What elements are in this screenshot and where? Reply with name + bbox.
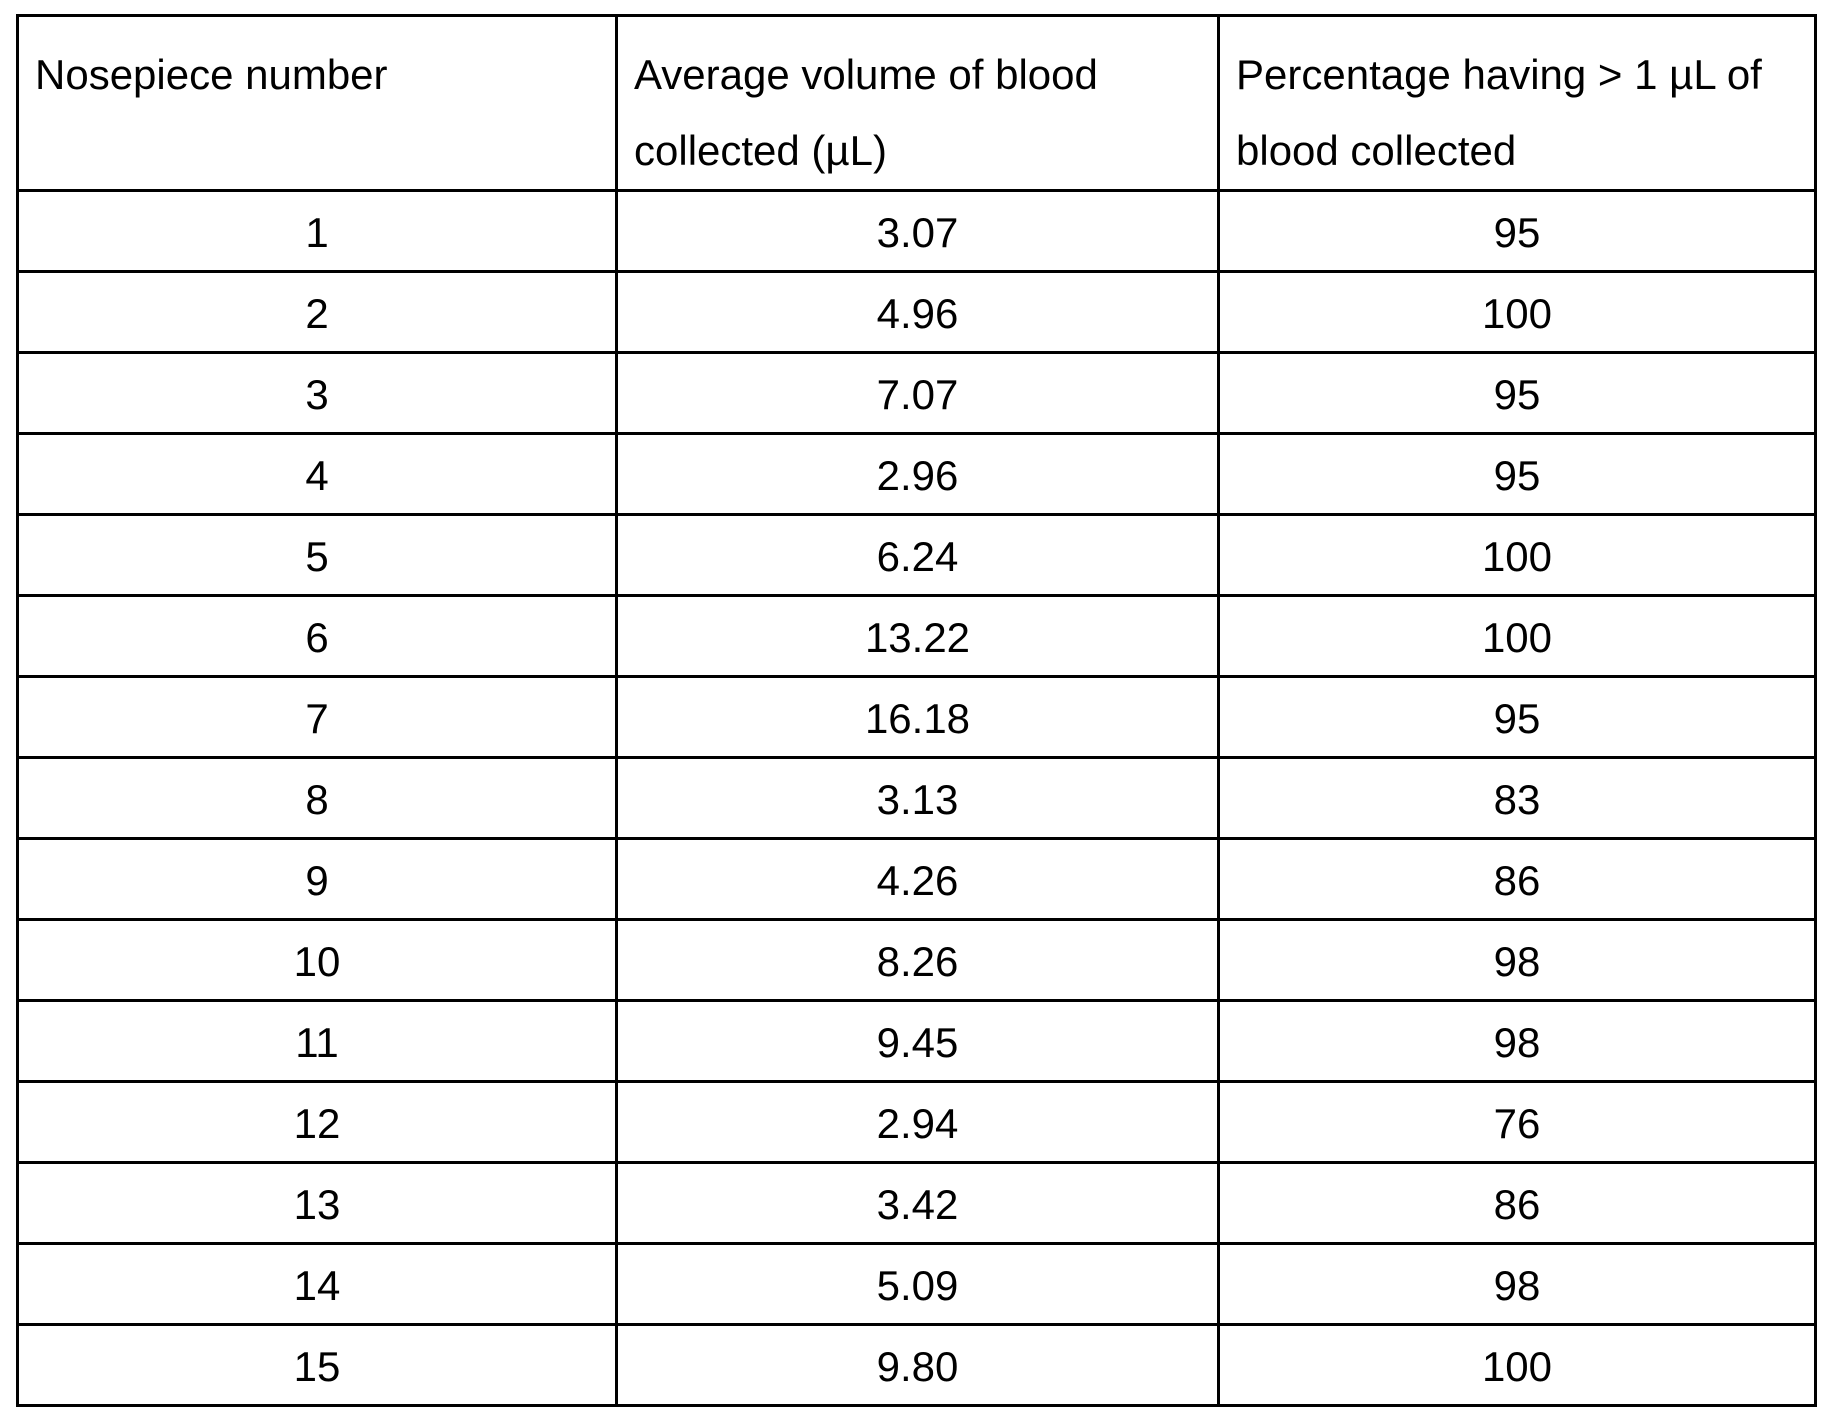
table-row: 108.2698	[18, 920, 1816, 1001]
table-cell: 10	[18, 920, 617, 1001]
table-cell: 12	[18, 1082, 617, 1163]
header-row: Nosepiece numberAverage volume of blood …	[18, 16, 1816, 191]
table-cell: 7	[18, 677, 617, 758]
table-cell: 8	[18, 758, 617, 839]
table-cell: 100	[1219, 272, 1816, 353]
table-body: 13.079524.9610037.079542.969556.24100613…	[18, 191, 1816, 1406]
table-cell: 83	[1219, 758, 1816, 839]
table-cell: 98	[1219, 920, 1816, 1001]
table-cell: 100	[1219, 515, 1816, 596]
table-row: 716.1895	[18, 677, 1816, 758]
table-cell: 6.24	[617, 515, 1219, 596]
table-cell: 13	[18, 1163, 617, 1244]
table-cell: 2.94	[617, 1082, 1219, 1163]
table-cell: 9.80	[617, 1325, 1219, 1406]
table-cell: 7.07	[617, 353, 1219, 434]
table-cell: 3.42	[617, 1163, 1219, 1244]
table-cell: 4	[18, 434, 617, 515]
table-cell: 3	[18, 353, 617, 434]
table-cell: 95	[1219, 191, 1816, 272]
table-row: 122.9476	[18, 1082, 1816, 1163]
table-row: 119.4598	[18, 1001, 1816, 1082]
table-cell: 3.07	[617, 191, 1219, 272]
table-cell: 13.22	[617, 596, 1219, 677]
table-cell: 5.09	[617, 1244, 1219, 1325]
table-cell: 16.18	[617, 677, 1219, 758]
table-cell: 86	[1219, 1163, 1816, 1244]
table-cell: 11	[18, 1001, 617, 1082]
table-cell: 3.13	[617, 758, 1219, 839]
header-cell: Percentage having > 1 µL of blood collec…	[1219, 16, 1816, 191]
table-row: 24.96100	[18, 272, 1816, 353]
data-table: Nosepiece numberAverage volume of blood …	[16, 14, 1817, 1407]
table-row: 159.80100	[18, 1325, 1816, 1406]
table-row: 37.0795	[18, 353, 1816, 434]
header-cell: Average volume of blood collected (µL)	[617, 16, 1219, 191]
table-cell: 100	[1219, 596, 1816, 677]
table-row: 13.0795	[18, 191, 1816, 272]
table-cell: 8.26	[617, 920, 1219, 1001]
table-row: 145.0998	[18, 1244, 1816, 1325]
table-row: 42.9695	[18, 434, 1816, 515]
table-row: 133.4286	[18, 1163, 1816, 1244]
table-row: 94.2686	[18, 839, 1816, 920]
table-cell: 4.26	[617, 839, 1219, 920]
table-cell: 86	[1219, 839, 1816, 920]
table-cell: 5	[18, 515, 617, 596]
page: Nosepiece numberAverage volume of blood …	[0, 0, 1831, 1370]
table-cell: 2	[18, 272, 617, 353]
table-cell: 95	[1219, 434, 1816, 515]
table-cell: 76	[1219, 1082, 1816, 1163]
table-cell: 14	[18, 1244, 617, 1325]
table-cell: 15	[18, 1325, 617, 1406]
table-cell: 9.45	[617, 1001, 1219, 1082]
table-cell: 4.96	[617, 272, 1219, 353]
table-cell: 98	[1219, 1244, 1816, 1325]
table-cell: 95	[1219, 677, 1816, 758]
header-cell: Nosepiece number	[18, 16, 617, 191]
table-row: 56.24100	[18, 515, 1816, 596]
table-cell: 100	[1219, 1325, 1816, 1406]
table-cell: 1	[18, 191, 617, 272]
table-cell: 95	[1219, 353, 1816, 434]
table-row: 613.22100	[18, 596, 1816, 677]
table-cell: 2.96	[617, 434, 1219, 515]
table-row: 83.1383	[18, 758, 1816, 839]
table-cell: 98	[1219, 1001, 1816, 1082]
table-cell: 6	[18, 596, 617, 677]
table-cell: 9	[18, 839, 617, 920]
